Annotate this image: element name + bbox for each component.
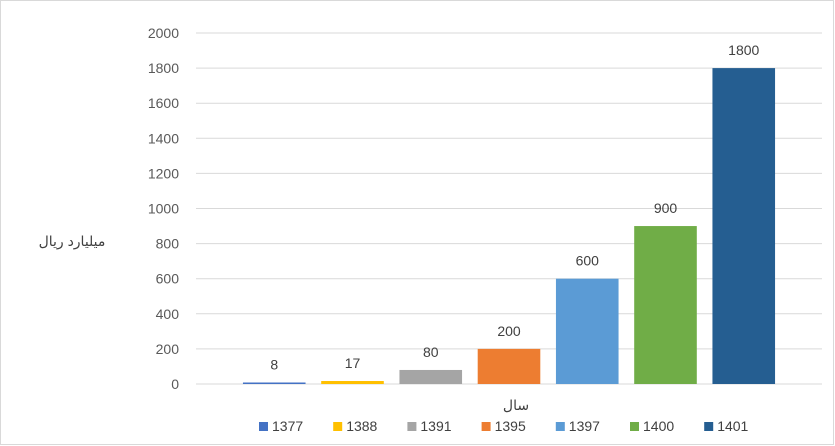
data-label-1395: 200 (497, 323, 521, 339)
y-tick-label: 200 (156, 341, 180, 357)
legend-label-1377: 1377 (272, 418, 303, 434)
y-tick-label: 2000 (148, 25, 179, 41)
bar-1388 (321, 381, 384, 384)
legend: 1377 1388 1391 1395 1397 1400 1401 (259, 418, 749, 434)
legend-swatch-1388 (333, 422, 343, 431)
y-tick-label: 0 (171, 376, 179, 392)
legend-label-1388: 1388 (346, 418, 377, 434)
legend-swatch-1401 (704, 422, 714, 431)
y-tick-label: 600 (156, 271, 180, 287)
y-tick-label: 800 (156, 236, 180, 252)
legend-swatch-1391 (407, 422, 417, 431)
x-axis-title: سال (503, 397, 529, 413)
data-label-1388: 17 (345, 355, 361, 371)
legend-label-1395: 1395 (495, 418, 526, 434)
legend-label-1400: 1400 (643, 418, 674, 434)
bar-1395 (477, 348, 541, 384)
legend-label-1397: 1397 (569, 418, 600, 434)
bar-1401 (712, 68, 776, 384)
y-axis-ticks: 0 200 400 600 800 1000 1200 1400 1600 1800 2000 (148, 25, 179, 392)
bar-1377 (242, 382, 306, 384)
y-axis-title: میلیارد ریال (39, 233, 106, 250)
bars (242, 68, 776, 384)
y-tick-label: 400 (156, 306, 180, 322)
data-label-1400: 900 (654, 200, 678, 216)
y-tick-label: 1000 (148, 201, 179, 217)
legend-swatch-1377 (259, 422, 268, 431)
y-tick-label: 1200 (148, 165, 179, 181)
data-label-1401: 1800 (728, 42, 759, 58)
legend-swatch-1397 (555, 422, 565, 431)
data-label-1397: 600 (576, 253, 600, 269)
data-labels: 8 17 80 200 600 900 1800 (270, 42, 759, 372)
y-tick-label: 1600 (148, 95, 179, 111)
legend-swatch-1395 (481, 422, 491, 431)
bar-1391 (399, 369, 463, 384)
bar-1397 (555, 278, 619, 384)
bar-1400 (634, 226, 697, 384)
legend-label-1391: 1391 (420, 418, 451, 434)
data-label-1391: 80 (423, 344, 439, 360)
legend-swatch-1400 (630, 422, 639, 431)
y-tick-label: 1800 (148, 60, 179, 76)
legend-label-1401: 1401 (717, 418, 748, 434)
data-label-1377: 8 (270, 357, 278, 373)
y-tick-label: 1400 (148, 130, 179, 146)
